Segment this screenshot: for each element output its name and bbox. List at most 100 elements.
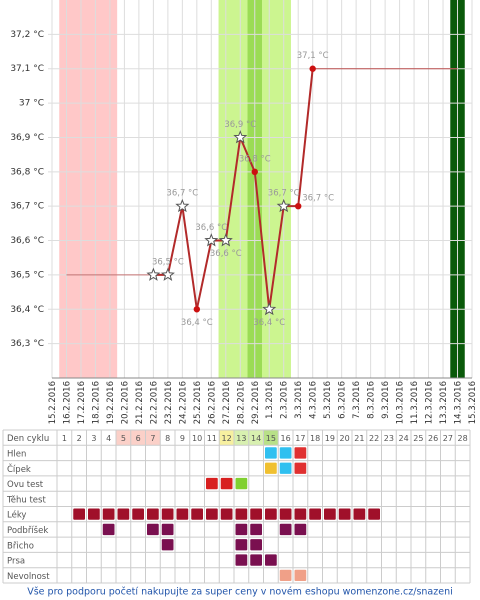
cell-mark bbox=[279, 462, 292, 474]
day-number: 1 bbox=[62, 434, 67, 443]
day-number: 15 bbox=[266, 434, 276, 443]
cell-mark bbox=[132, 508, 144, 520]
x-tick-label: 11.3.2016 bbox=[410, 381, 420, 424]
cell-mark bbox=[147, 508, 159, 520]
cell-mark bbox=[338, 508, 351, 520]
dot-marker bbox=[251, 168, 258, 176]
cell-mark bbox=[220, 477, 233, 490]
day-number: 10 bbox=[192, 434, 202, 443]
day-number: 5 bbox=[121, 434, 126, 443]
y-tick-label: 37,1 °C bbox=[10, 64, 44, 74]
x-tick-label: 27.2.2016 bbox=[222, 381, 232, 424]
cell-mark bbox=[265, 554, 277, 566]
x-tick-label: 4.3.2016 bbox=[309, 381, 319, 419]
x-tick-label: 18.2.2016 bbox=[91, 381, 101, 424]
day-number: 4 bbox=[106, 434, 111, 443]
row-label: Hlen bbox=[7, 449, 26, 459]
x-tick-label: 5.3.2016 bbox=[323, 381, 333, 419]
x-tick-label: 1.3.2016 bbox=[265, 381, 275, 419]
star-marker bbox=[146, 267, 161, 281]
dot-marker bbox=[309, 65, 316, 72]
cell-mark bbox=[279, 523, 292, 536]
day-highlight bbox=[145, 430, 161, 446]
x-tick-label: 21.2.2016 bbox=[135, 381, 145, 424]
day-number: 24 bbox=[399, 434, 409, 443]
day-number: 3 bbox=[91, 434, 96, 443]
row-label: Těhu test bbox=[6, 495, 46, 505]
day-highlight bbox=[234, 430, 249, 446]
star-marker bbox=[204, 233, 219, 247]
value-label: 36,7 °C bbox=[268, 189, 300, 199]
y-tick-label: 36,9 °C bbox=[10, 133, 44, 143]
cell-mark bbox=[235, 508, 248, 520]
x-tick-label: 9.3.2016 bbox=[381, 381, 391, 419]
cell-mark bbox=[250, 554, 262, 566]
dot-marker bbox=[295, 202, 302, 210]
value-label: 36,9 °C bbox=[224, 120, 256, 130]
cell-mark bbox=[220, 508, 233, 520]
day-number: 9 bbox=[180, 434, 185, 443]
cell-mark bbox=[279, 508, 292, 520]
day-number: 11 bbox=[207, 434, 217, 443]
row-label: Ovu test bbox=[7, 480, 44, 490]
cell-mark bbox=[265, 508, 277, 520]
cell-mark bbox=[235, 539, 248, 551]
footer-link[interactable]: Vše pro podporu početí nakupujte za supe… bbox=[27, 587, 453, 598]
cell-mark bbox=[309, 508, 321, 520]
day-number: 26 bbox=[428, 434, 438, 443]
cell-mark bbox=[265, 447, 277, 459]
day-highlight bbox=[248, 430, 264, 446]
x-tick-label: 2.3.2016 bbox=[280, 381, 290, 419]
x-tick-label: 28.2.2016 bbox=[236, 381, 246, 424]
cell-mark bbox=[279, 447, 292, 459]
cell-mark bbox=[279, 569, 292, 581]
day-highlight bbox=[116, 430, 131, 446]
x-tick-label: 22.2.2016 bbox=[149, 381, 159, 424]
day-highlight bbox=[219, 430, 234, 446]
y-tick-label: 36,7 °C bbox=[10, 202, 44, 212]
day-number: 16 bbox=[281, 434, 291, 443]
x-tick-label: 20.2.2016 bbox=[120, 381, 130, 424]
x-tick-label: 3.3.2016 bbox=[294, 381, 304, 419]
cell-mark bbox=[161, 523, 174, 536]
star-marker bbox=[262, 301, 277, 316]
star-marker bbox=[218, 233, 233, 247]
value-label: 36,7 °C bbox=[302, 194, 334, 204]
day-number: 18 bbox=[310, 434, 320, 443]
cell-mark bbox=[117, 508, 130, 520]
cell-mark bbox=[102, 523, 115, 536]
day-number: 23 bbox=[384, 434, 394, 443]
day-number: 8 bbox=[165, 434, 170, 443]
cell-mark bbox=[294, 569, 307, 581]
x-tick-label: 15.3.2016 bbox=[468, 381, 478, 424]
value-label: 36,4 °C bbox=[181, 318, 213, 328]
value-label: 36,6 °C bbox=[210, 249, 242, 259]
x-tick-label: 24.2.2016 bbox=[178, 381, 188, 424]
day-highlight bbox=[263, 430, 279, 446]
cell-mark bbox=[73, 508, 85, 520]
x-tick-label: 10.3.2016 bbox=[396, 381, 406, 424]
day-number: 25 bbox=[413, 434, 423, 443]
value-label: 36,4 °C bbox=[253, 318, 285, 328]
cell-mark bbox=[191, 508, 203, 520]
y-tick-label: 36,6 °C bbox=[10, 236, 44, 246]
cell-mark bbox=[324, 508, 336, 520]
cell-mark bbox=[294, 508, 307, 520]
day-number: 19 bbox=[325, 434, 335, 443]
y-tick-label: 36,4 °C bbox=[10, 305, 44, 315]
cell-mark bbox=[235, 554, 248, 566]
y-tick-label: 37,2 °C bbox=[10, 30, 44, 40]
table-header: Den cyklu bbox=[7, 434, 49, 444]
value-label: 36,6 °C bbox=[195, 223, 227, 233]
cell-mark bbox=[294, 523, 307, 536]
row-label: Léky bbox=[7, 510, 26, 521]
x-tick-label: 8.3.2016 bbox=[367, 381, 377, 419]
x-tick-label: 14.3.2016 bbox=[454, 381, 464, 424]
value-label: 36,5 °C bbox=[152, 257, 184, 267]
y-tick-label: 36,8 °C bbox=[10, 167, 44, 177]
x-tick-label: 26.2.2016 bbox=[207, 381, 217, 424]
cell-mark bbox=[206, 477, 218, 490]
cell-mark bbox=[235, 477, 248, 490]
